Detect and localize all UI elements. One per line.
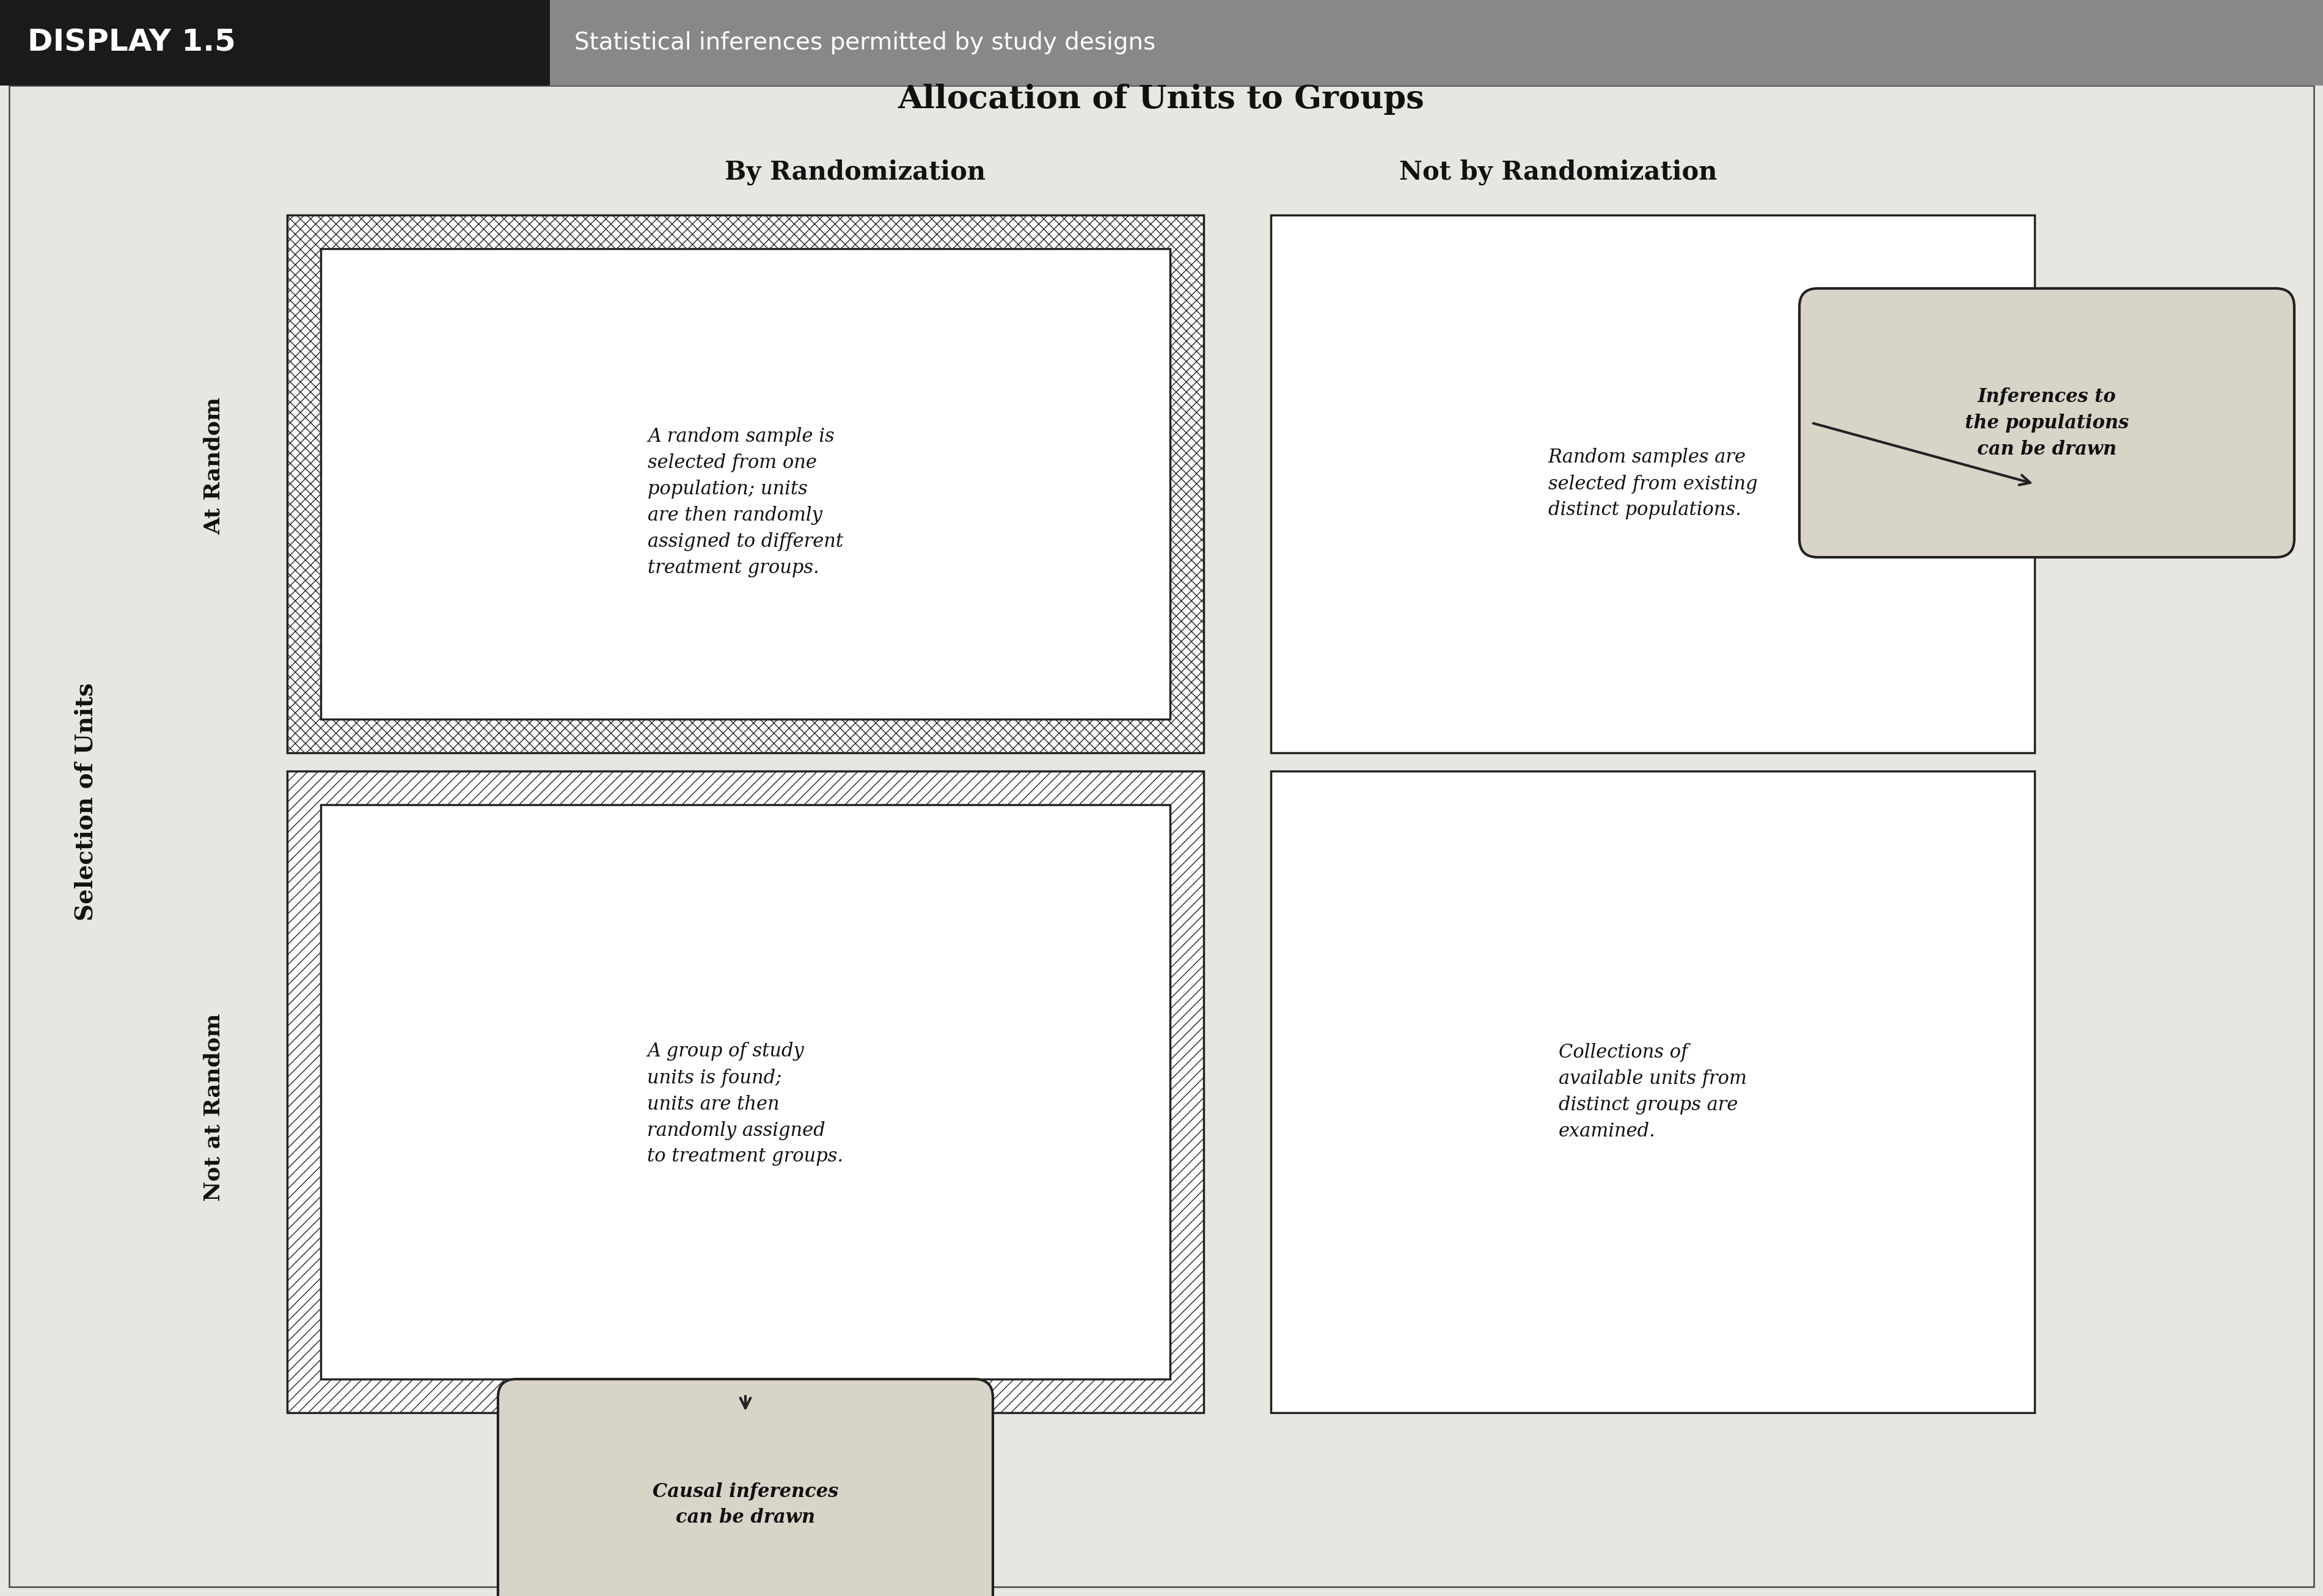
Bar (321, 249, 1171, 720)
FancyBboxPatch shape (9, 86, 2314, 1586)
Text: Statistical inferences permitted by study designs: Statistical inferences permitted by stud… (574, 32, 1155, 54)
Bar (321, 804, 1171, 1379)
Text: Causal inferences
can be drawn: Causal inferences can be drawn (653, 1481, 839, 1527)
Text: At Random: At Random (204, 397, 225, 535)
Bar (1271, 215, 2035, 753)
Bar (1271, 771, 2035, 1412)
Text: Inferences to
the populations
can be drawn: Inferences to the populations can be dra… (1965, 388, 2128, 458)
FancyBboxPatch shape (551, 0, 2323, 86)
FancyBboxPatch shape (497, 1379, 992, 1596)
Text: A group of study
units is found;
units are then
randomly assigned
to treatment g: A group of study units is found; units a… (648, 1042, 843, 1167)
Text: A random sample is
selected from one
population; units
are then randomly
assigne: A random sample is selected from one pop… (648, 428, 843, 578)
Text: Not by Randomization: Not by Randomization (1398, 160, 1717, 185)
Text: DISPLAY 1.5: DISPLAY 1.5 (28, 29, 235, 57)
Text: By Randomization: By Randomization (725, 160, 985, 185)
Bar (288, 771, 1203, 1412)
FancyBboxPatch shape (1800, 289, 2295, 557)
Bar (288, 215, 1203, 753)
Text: Collections of
available units from
distinct groups are
examined.: Collections of available units from dist… (1559, 1044, 1747, 1141)
Text: Selection of Units: Selection of Units (74, 683, 98, 921)
Text: Allocation of Units to Groups: Allocation of Units to Groups (897, 83, 1424, 115)
FancyBboxPatch shape (0, 0, 551, 86)
Text: Not at Random: Not at Random (204, 1013, 225, 1202)
Text: Random samples are
selected from existing
distinct populations.: Random samples are selected from existin… (1547, 448, 1759, 520)
